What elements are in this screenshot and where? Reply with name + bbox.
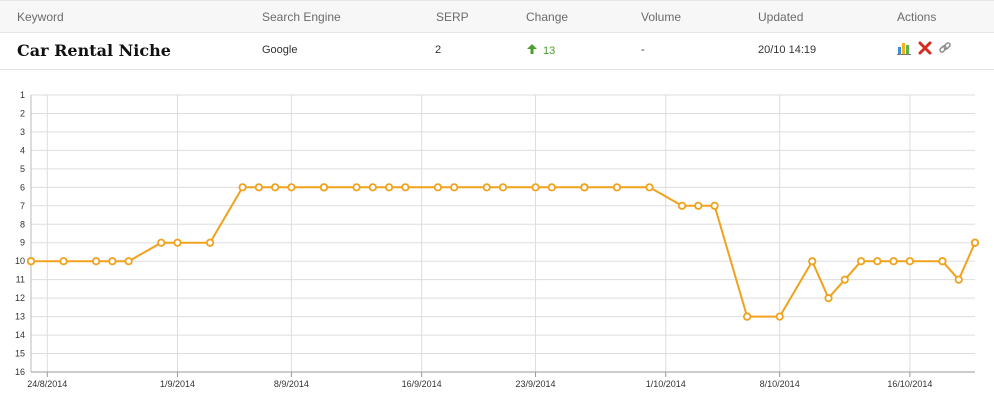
data-point — [954, 275, 963, 284]
header-change[interactable]: Change — [526, 10, 569, 24]
table-header: Keyword Search Engine SERP Change Volume… — [0, 0, 994, 33]
link-icon[interactable] — [938, 41, 952, 60]
data-point — [840, 275, 849, 284]
data-point — [824, 294, 833, 303]
y-tick-label: 14 — [15, 330, 25, 340]
data-point — [433, 183, 442, 192]
x-tick-label: 24/8/2014 — [27, 379, 67, 389]
data-point — [531, 183, 540, 192]
data-point — [645, 183, 654, 192]
data-point — [775, 312, 784, 321]
data-point — [205, 238, 215, 247]
y-tick-label: 7 — [20, 201, 25, 211]
data-point — [271, 183, 280, 192]
data-point — [368, 183, 377, 192]
data-point — [59, 257, 68, 266]
data-point — [547, 183, 556, 192]
header-keyword[interactable]: Keyword — [17, 10, 64, 24]
x-tick-label: 16/9/2014 — [402, 379, 442, 389]
delete-x-icon[interactable] — [918, 41, 932, 60]
y-tick-label: 4 — [20, 145, 25, 155]
actions-cell — [897, 41, 952, 60]
data-point — [498, 183, 508, 192]
data-point — [319, 183, 329, 192]
x-tick-label: 8/9/2014 — [274, 379, 309, 389]
data-point — [173, 238, 182, 247]
x-tick-label: 8/10/2014 — [760, 379, 800, 389]
header-updated[interactable]: Updated — [758, 10, 804, 24]
x-tick-label: 1/10/2014 — [646, 379, 686, 389]
y-tick-label: 13 — [15, 312, 25, 322]
serp-cell: 2 — [435, 44, 442, 56]
y-tick-label: 8 — [20, 219, 25, 229]
data-point — [352, 183, 361, 192]
change-cell: 13 — [527, 44, 555, 57]
data-point — [238, 183, 247, 192]
y-tick-label: 2 — [20, 108, 25, 118]
data-point — [108, 257, 117, 266]
data-point — [743, 312, 752, 321]
x-tick-label: 16/10/2014 — [887, 379, 932, 389]
data-point — [124, 257, 133, 266]
volume-cell: - — [641, 44, 645, 56]
data-point — [938, 257, 947, 266]
x-tick-label: 23/9/2014 — [516, 379, 556, 389]
data-point — [856, 257, 866, 266]
y-tick-label: 6 — [20, 182, 25, 192]
arrow-up-icon — [527, 44, 537, 57]
y-tick-label: 11 — [16, 275, 25, 285]
data-point — [808, 257, 817, 266]
y-tick-label: 3 — [20, 127, 25, 137]
change-value: 13 — [543, 45, 556, 57]
y-tick-label: 9 — [20, 238, 25, 248]
data-point — [710, 201, 719, 210]
serp-history-chart: 1 2 3 4 5 6 7 8 9 10 11 12 13 14 15 16 24/8/2014 1/9/2014… — [0, 70, 994, 405]
data-point — [970, 238, 980, 247]
data-point — [384, 183, 394, 192]
y-tick-label: 16 — [15, 367, 25, 377]
data-point — [450, 183, 459, 192]
data-point — [26, 257, 36, 266]
keyword-table: Keyword Search Engine SERP Change Volume… — [0, 0, 994, 70]
data-point — [254, 183, 263, 192]
y-tick-label: 10 — [15, 256, 25, 266]
data-point — [905, 257, 914, 266]
y-tick-label: 1 — [20, 90, 25, 100]
search-engine-cell: Google — [262, 44, 298, 56]
header-volume[interactable]: Volume — [641, 10, 682, 24]
data-point — [157, 238, 166, 247]
data-point — [401, 183, 410, 192]
data-point — [92, 257, 101, 266]
data-point — [580, 183, 589, 192]
table-row: Car Rental Niche Google 2 13 - 20/10 14:… — [0, 33, 994, 69]
y-tick-label: 15 — [15, 349, 25, 359]
data-point — [287, 183, 296, 192]
data-point — [694, 201, 703, 210]
updated-cell: 20/10 14:19 — [758, 44, 817, 56]
header-serp[interactable]: SERP — [436, 10, 469, 24]
y-tick-label: 5 — [20, 164, 25, 174]
data-point — [612, 183, 622, 192]
data-point — [482, 183, 491, 192]
header-actions: Actions — [897, 10, 937, 24]
chart-icon[interactable] — [897, 41, 912, 60]
keyword-cell: Car Rental Niche — [17, 41, 171, 60]
y-tick-label: 12 — [15, 293, 25, 303]
data-point — [889, 257, 898, 266]
series-line — [31, 186, 976, 318]
data-point — [873, 257, 882, 266]
data-point — [677, 201, 687, 210]
x-tick-label: 1/9/2014 — [160, 379, 195, 389]
header-search-engine[interactable]: Search Engine — [262, 10, 341, 24]
